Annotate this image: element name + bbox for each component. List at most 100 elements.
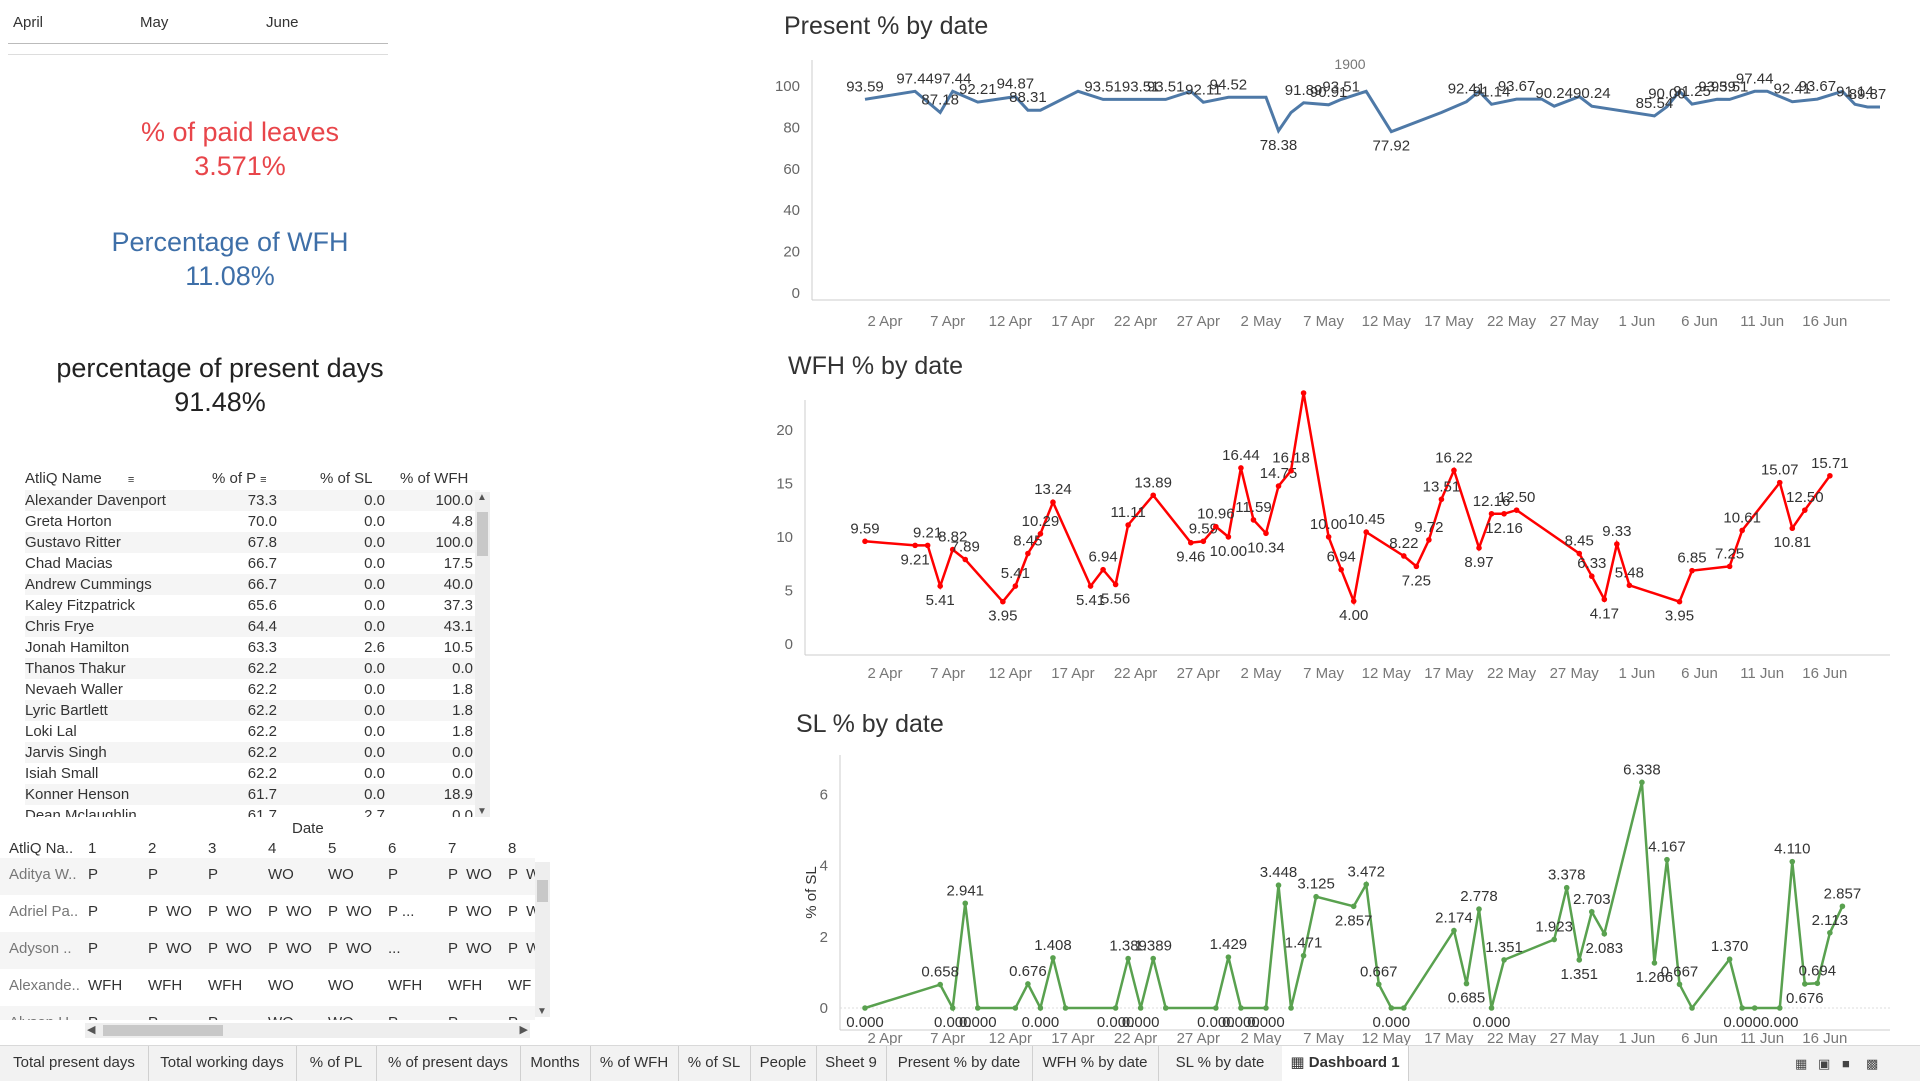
data-label: 8.45 <box>1565 533 1594 550</box>
data-point <box>1213 523 1219 530</box>
tab-total-present-days[interactable]: Total present days <box>0 1046 149 1081</box>
scroll-thumb[interactable] <box>537 880 548 902</box>
scroll-thumb[interactable] <box>103 1025 223 1036</box>
grid-row[interactable] <box>0 932 535 969</box>
tab-sl-by-date[interactable]: SL % by date <box>1158 1046 1283 1081</box>
date-column-header[interactable]: 7 <box>448 840 457 857</box>
col-header-name[interactable]: AtliQ Name ≡ <box>25 470 135 487</box>
date-column-header[interactable]: 5 <box>328 840 337 857</box>
y-tick-label: 100 <box>775 78 800 95</box>
table-row[interactable]: Jarvis Singh 62.2 0.0 0.0 <box>25 742 480 763</box>
tab-months[interactable]: Months <box>520 1046 591 1081</box>
date-column-header[interactable]: 3 <box>208 840 217 857</box>
table-row[interactable]: Gustavo Ritter 67.8 0.0 100.0 <box>25 532 480 553</box>
data-label: 1.389 <box>1134 938 1172 955</box>
sort-icon[interactable]: ≡ <box>260 474 267 486</box>
wfh-chart: 0 5 10 15 20 2 Apr 7 Apr 12 Apr 17 Apr 22 Apr 27 A… <box>776 390 1890 682</box>
scroll-down-icon[interactable]: ▼ <box>537 1006 547 1017</box>
table-row[interactable]: Jonah Hamilton 63.3 2.6 10.5 <box>25 637 480 658</box>
data-point <box>1726 956 1733 963</box>
table-row[interactable]: Chris Frye 64.4 0.0 43.1 <box>25 616 480 637</box>
sort-icon[interactable]: ≡ <box>127 474 135 486</box>
tab-dashboard-1[interactable]: ▦ Dashboard 1 <box>1282 1046 1409 1081</box>
table-row[interactable]: Dean Mclaughlin 61.7 2.7 0.0 <box>25 805 480 817</box>
col-header-p[interactable]: % of P ≡ <box>212 470 267 487</box>
data-label: 8.22 <box>1389 535 1418 552</box>
month-may[interactable]: May <box>140 14 169 31</box>
data-label: 93.51 <box>1122 78 1160 95</box>
data-point <box>1263 1005 1269 1011</box>
x-tick-label: 2 Apr <box>867 1030 902 1045</box>
square-icon[interactable]: ■ <box>1842 1056 1850 1071</box>
filmstrip-icon[interactable]: ▣ <box>1818 1056 1831 1071</box>
tab-label: Months <box>530 1054 580 1071</box>
cell-present: 62.2 <box>247 702 277 719</box>
data-point <box>1275 483 1282 489</box>
data-label: 91.25 <box>1673 83 1711 100</box>
tab-sheet-9[interactable]: Sheet 9 <box>816 1046 887 1081</box>
grid-cell: P <box>88 866 99 883</box>
tab--of-pl[interactable]: % of PL <box>296 1046 377 1081</box>
scroll-right-icon[interactable]: ▶ <box>519 1024 528 1036</box>
people-table-scrollbar[interactable]: ▲ ▼ <box>475 492 490 817</box>
cell-wfh: 4.8 <box>452 513 473 530</box>
tab-wfh-by-date[interactable]: WFH % by date <box>1032 1046 1159 1081</box>
table-row[interactable]: Nevaeh Waller 62.2 0.0 1.8 <box>25 679 480 700</box>
data-label: 93.51 <box>1084 78 1122 95</box>
scroll-left-icon[interactable]: ◀ <box>87 1024 96 1036</box>
cell-name: Alexander Davenport <box>25 492 166 509</box>
data-point <box>1676 598 1683 605</box>
tab-people[interactable]: People <box>750 1046 817 1081</box>
scroll-up-icon[interactable]: ▲ <box>477 492 487 503</box>
data-label: 2.083 <box>1586 940 1624 957</box>
table-row[interactable]: Kaley Fitzpatrick 65.6 0.0 37.3 <box>25 595 480 616</box>
date-column-header[interactable]: 2 <box>148 840 157 857</box>
table-row[interactable]: Andrew Cummings 66.7 0.0 40.0 <box>25 574 480 595</box>
data-label: 1.370 <box>1711 938 1749 955</box>
table-row[interactable]: Konner Henson 61.7 0.0 18.9 <box>25 784 480 805</box>
date-grid-hscroll[interactable]: ◀ ▶ <box>85 1023 530 1038</box>
data-label: 4.110 <box>1774 841 1810 858</box>
tab--of-wfh[interactable]: % of WFH <box>590 1046 679 1081</box>
data-point <box>1451 927 1457 934</box>
grid-row-name: Adriel Pa.. <box>9 903 79 920</box>
tab-total-working-days[interactable]: Total working days <box>148 1046 297 1081</box>
month-april[interactable]: April <box>13 14 44 31</box>
date-column-header[interactable]: 4 <box>268 840 277 857</box>
date-column-header[interactable]: 1 <box>88 840 97 857</box>
date-column-header[interactable]: 6 <box>388 840 397 857</box>
grid-row[interactable] <box>0 1006 535 1020</box>
data-label: 13.24 <box>1034 481 1072 498</box>
tab--of-present-days[interactable]: % of present days <box>376 1046 521 1081</box>
date-grid-vscroll[interactable]: ▼ <box>535 862 550 1017</box>
tab--of-sl[interactable]: % of SL <box>678 1046 751 1081</box>
table-row[interactable]: Alexander Davenport 73.3 0.0 100.0 <box>25 490 480 511</box>
data-label: 2.778 <box>1460 888 1498 905</box>
table-row[interactable]: Greta Horton 70.0 0.0 4.8 <box>25 511 480 532</box>
scroll-down-icon[interactable]: ▼ <box>477 806 487 817</box>
table-row[interactable]: Loki Lal 62.2 0.0 1.8 <box>25 721 480 742</box>
col-header-wfh[interactable]: % of WFH <box>400 470 469 487</box>
table-row[interactable]: Thanos Thakur 62.2 0.0 0.0 <box>25 658 480 679</box>
series-line <box>864 392 1831 606</box>
grid-icon[interactable]: ▦ <box>1795 1056 1808 1071</box>
chart-title-present: Present % by date <box>784 12 989 40</box>
date-column-header[interactable]: 8 <box>508 840 517 857</box>
month-june[interactable]: June <box>266 14 299 31</box>
kpi-present-label: percentage of present days <box>56 353 384 383</box>
data-label: 8.82 <box>938 529 967 546</box>
data-point <box>1839 903 1846 910</box>
data-point <box>949 546 956 553</box>
table-row[interactable]: Isiah Small 62.2 0.0 0.0 <box>25 763 480 784</box>
table-row[interactable]: Lyric Bartlett 62.2 0.0 1.8 <box>25 700 480 721</box>
tiles-icon[interactable]: ▩ <box>1866 1056 1879 1071</box>
grid-row[interactable] <box>0 858 535 895</box>
cell-wfh: 0.0 <box>452 807 473 817</box>
scroll-thumb[interactable] <box>477 512 488 556</box>
date-grid-row-header[interactable]: AtliQ Na.. <box>9 840 74 857</box>
x-tick-label: 1 Jun <box>1619 665 1656 682</box>
col-header-sl[interactable]: % of SL <box>320 470 373 487</box>
tab-present-by-date[interactable]: Present % by date <box>886 1046 1033 1081</box>
data-point <box>1062 1005 1069 1011</box>
table-row[interactable]: Chad Macias 66.7 0.0 17.5 <box>25 553 480 574</box>
